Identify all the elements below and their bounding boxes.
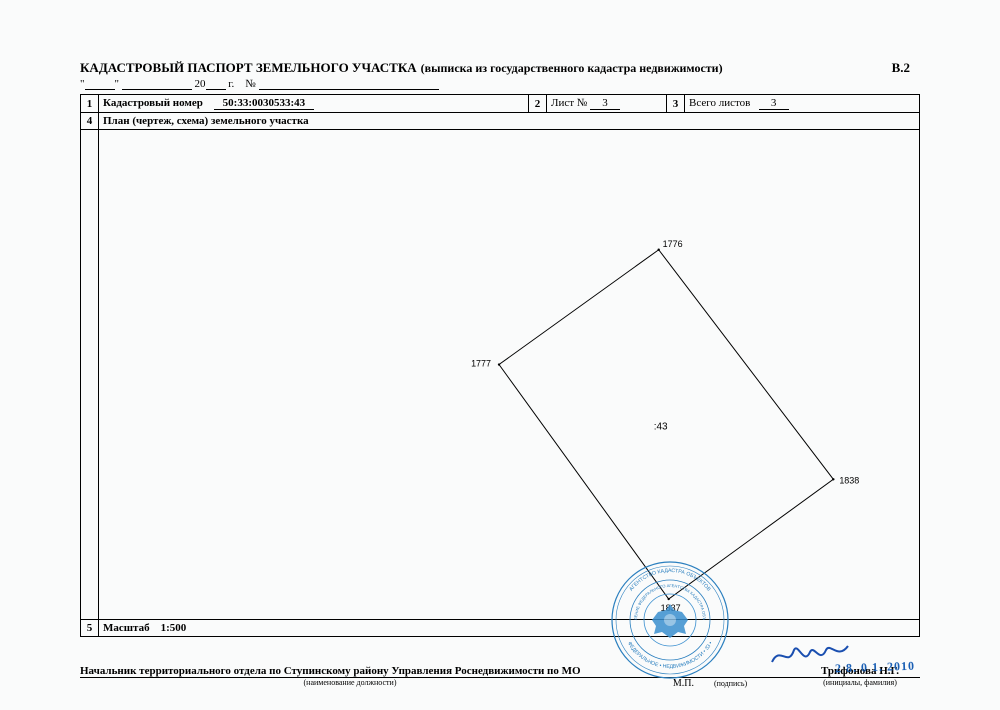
cap-position: (наименование должности) xyxy=(80,678,620,689)
year-blank xyxy=(206,78,226,90)
doc-table: 1 Кадастровый номер 50:33:0030533:43 2 Л… xyxy=(80,94,920,637)
cell-2-content: Лист № 3 xyxy=(547,95,667,113)
total-value: 3 xyxy=(759,97,789,110)
mp-label: М.П. xyxy=(673,678,694,689)
year-suffix: г. xyxy=(228,78,234,90)
title-sub: (выписка из государственного кадастра не… xyxy=(421,61,723,76)
footer-captions: (наименование должности) М.П. (подпись) … xyxy=(80,678,920,689)
title-main: КАДАСТРОВЫЙ ПАСПОРТ ЗЕМЕЛЬНОГО УЧАСТКА xyxy=(80,60,417,76)
plan-cell: 1776 1838 1837 1777 :43 xyxy=(99,130,920,620)
date-row: "" 20 г. № xyxy=(80,78,920,90)
row-plan-body: 1776 1838 1837 1777 :43 xyxy=(81,130,920,620)
date-stamp: 2 8. 0 1. 2010 xyxy=(835,659,915,677)
scale-label: Масштаб xyxy=(103,622,150,634)
cell-4-side xyxy=(81,130,99,620)
cadastral-value: 50:33:0030533:43 xyxy=(214,97,314,110)
total-label: Всего листов xyxy=(689,97,750,109)
document-page: КАДАСТРОВЫЙ ПАСПОРТ ЗЕМЕЛЬНОГО УЧАСТКА (… xyxy=(80,60,920,637)
scale-value: 1:500 xyxy=(161,622,187,634)
day-blank xyxy=(85,78,115,90)
cell-4-num: 4 xyxy=(81,113,99,130)
month-blank xyxy=(122,78,192,90)
row-scale: 5 Масштаб 1:500 xyxy=(81,620,920,637)
cap-sign: М.П. (подпись) xyxy=(620,678,800,689)
title-row: КАДАСТРОВЫЙ ПАСПОРТ ЗЕМЕЛЬНОГО УЧАСТКА (… xyxy=(80,60,920,76)
plan-label: План (чертеж, схема) земельного участка xyxy=(99,113,920,130)
year-prefix: 20 xyxy=(195,78,206,90)
svg-text:1777: 1777 xyxy=(471,359,491,369)
num-symbol: № xyxy=(245,78,256,90)
cell-3-content: Всего листов 3 xyxy=(685,95,920,113)
svg-text:1837: 1837 xyxy=(661,603,681,613)
row-cadastral: 1 Кадастровый номер 50:33:0030533:43 2 Л… xyxy=(81,95,920,113)
svg-text:1776: 1776 xyxy=(663,239,683,249)
cell-5-num: 5 xyxy=(81,620,99,637)
svg-text::43: :43 xyxy=(654,421,668,432)
svg-text:1838: 1838 xyxy=(839,475,859,485)
form-code: В.2 xyxy=(892,60,910,76)
quote-close: " xyxy=(115,78,120,90)
cadastral-label: Кадастровый номер xyxy=(103,97,203,109)
footer-position: Начальник территориального отдела по Сту… xyxy=(80,665,620,677)
sheet-value: 3 xyxy=(590,97,620,110)
sheet-label: Лист № xyxy=(551,97,587,109)
plan-diagram: 1776 1838 1837 1777 :43 xyxy=(99,130,919,619)
cell-1-content: Кадастровый номер 50:33:0030533:43 xyxy=(99,95,529,113)
cap-name: (инициалы, фамилия) xyxy=(800,678,920,689)
row-plan-header: 4 План (чертеж, схема) земельного участк… xyxy=(81,113,920,130)
cap-sign-text: (подпись) xyxy=(714,679,747,688)
cell-3-num: 3 xyxy=(667,95,685,113)
docnum-blank xyxy=(259,78,439,90)
cell-5-content: Масштаб 1:500 xyxy=(99,620,920,637)
cell-1-num: 1 xyxy=(81,95,99,113)
cell-2-num: 2 xyxy=(529,95,547,113)
